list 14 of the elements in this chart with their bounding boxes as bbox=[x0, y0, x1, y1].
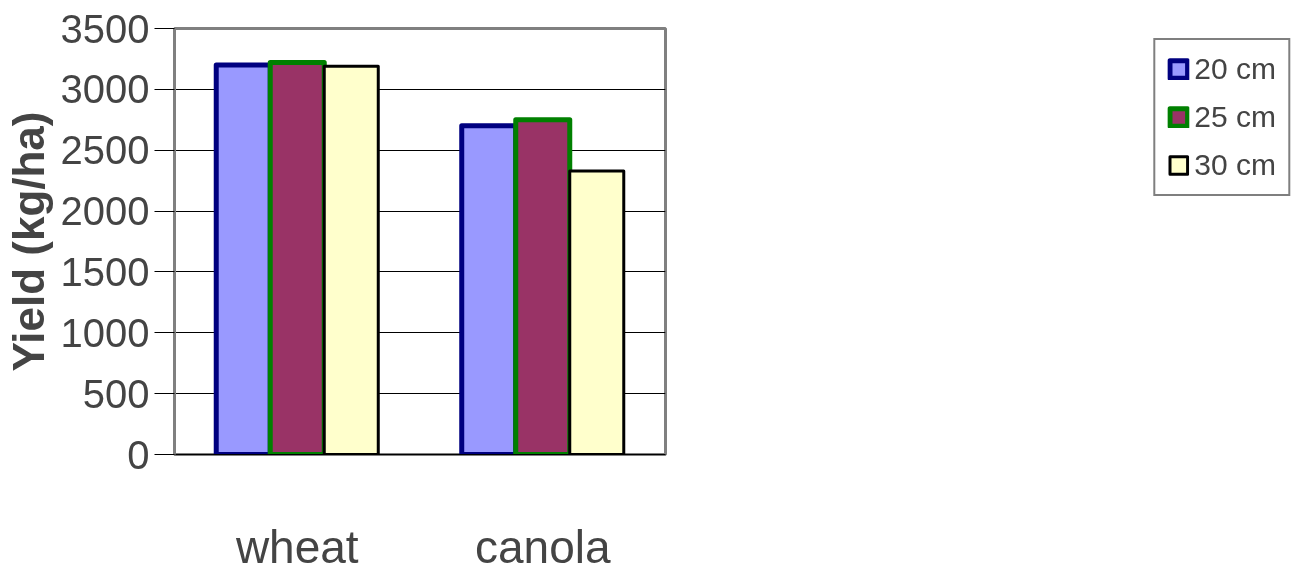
y-tick-label: 2500 bbox=[60, 128, 150, 173]
x-tick-label: wheat bbox=[234, 520, 359, 573]
y-tick-label: 3500 bbox=[60, 6, 150, 51]
legend-label: 20 cm bbox=[1194, 52, 1276, 86]
y-tick-label: 2000 bbox=[60, 189, 150, 234]
legend-label: 30 cm bbox=[1194, 148, 1276, 182]
x-tick-label: canola bbox=[474, 520, 611, 573]
y-tick-label: 3000 bbox=[60, 67, 150, 112]
y-tick-label: 1500 bbox=[60, 249, 150, 294]
y-tick-label: 1000 bbox=[60, 310, 150, 355]
y-tick-label: 0 bbox=[127, 432, 150, 477]
y-axis-title: Yield (kg/ha) bbox=[3, 111, 53, 372]
y-tick-label: 500 bbox=[82, 371, 150, 416]
legend-label: 25 cm bbox=[1194, 100, 1276, 134]
